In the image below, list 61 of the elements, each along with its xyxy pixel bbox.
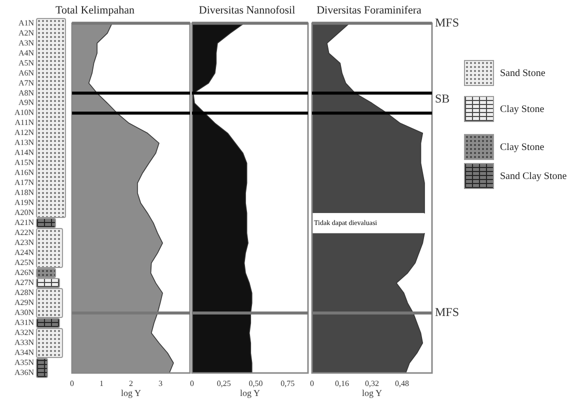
x-tick-label: 0: [310, 378, 314, 388]
x-tick-label: 0,25: [216, 378, 231, 388]
y-tick-label: A26N: [14, 268, 34, 278]
y-tick-label: A35N: [14, 358, 34, 368]
x-tick-label: 2: [129, 378, 133, 388]
x-axis-title: log Y: [240, 388, 260, 398]
y-tick-label: A1N: [18, 18, 34, 28]
y-tick-label: A32N: [14, 328, 34, 338]
y-tick-label: A2N: [18, 28, 34, 38]
y-tick-label: A30N: [14, 308, 34, 318]
y-tick-label: A33N: [14, 338, 34, 348]
y-tick-label: A6N: [18, 68, 34, 78]
y-tick-label: A14N: [14, 148, 34, 158]
x-tick-label: 0,32: [365, 378, 379, 388]
y-tick-label: A31N: [14, 318, 34, 328]
y-tick-label: A24N: [14, 248, 34, 258]
x-axis-title: log Y: [121, 388, 142, 398]
y-tick-label: A15N: [14, 158, 34, 168]
y-tick-label: A11N: [14, 118, 34, 128]
ref-line-label: MFS: [435, 15, 460, 30]
y-tick-label: A17N: [14, 178, 34, 188]
y-tick-label: A16N: [14, 168, 34, 178]
y-tick-label: A9N: [18, 98, 34, 108]
ref-line-label: MFS: [435, 305, 460, 320]
chart-title: Total Kelimpahan: [56, 4, 135, 16]
y-tick-label: A10N: [14, 108, 34, 118]
y-tick-label: A22N: [14, 228, 34, 238]
y-tick-label: A20N: [14, 208, 34, 218]
y-tick-label: A29N: [14, 298, 34, 308]
y-tick-label: A8N: [18, 88, 34, 98]
x-tick-label: 0: [190, 378, 194, 388]
y-tick-label: A34N: [14, 348, 34, 358]
x-tick-label: 0,50: [248, 378, 263, 388]
y-tick-label: A18N: [14, 188, 34, 198]
y-tick-label: A28N: [14, 288, 34, 298]
y-tick-label: A19N: [14, 198, 34, 208]
x-tick-label: 0,16: [335, 378, 349, 388]
x-tick-label: 0,75: [280, 378, 295, 388]
y-tick-label: A21N: [14, 218, 34, 228]
y-tick-label: A23N: [14, 238, 34, 248]
y-tick-label: A4N: [18, 48, 34, 58]
y-tick-label: A13N: [14, 138, 34, 148]
y-tick-label: A7N: [18, 78, 34, 88]
y-tick-label: A3N: [18, 38, 34, 48]
text: Clay Stone: [500, 104, 544, 115]
y-tick-label: A25N: [14, 258, 34, 268]
text: Clay Stone: [500, 142, 544, 153]
y-tick-label: A27N: [14, 278, 34, 288]
y-tick-label: A5N: [18, 58, 34, 68]
chart-title: Diversitas Nannofosil: [198, 4, 296, 16]
chart-title: Diversitas Foraminifera: [316, 4, 422, 16]
y-tick-label: A36N: [14, 368, 34, 378]
x-tick-label: 3: [158, 378, 162, 388]
x-tick-label: 0: [70, 378, 74, 388]
text: Sand Clay Stone: [500, 171, 567, 182]
x-axis-title: log Y: [362, 388, 382, 398]
x-tick-label: 0,48: [395, 378, 409, 388]
x-tick-label: 1: [100, 378, 104, 388]
y-tick-label: A12N: [14, 128, 34, 138]
ref-line-label: SB: [435, 91, 450, 106]
text: Sand Stone: [500, 68, 546, 79]
